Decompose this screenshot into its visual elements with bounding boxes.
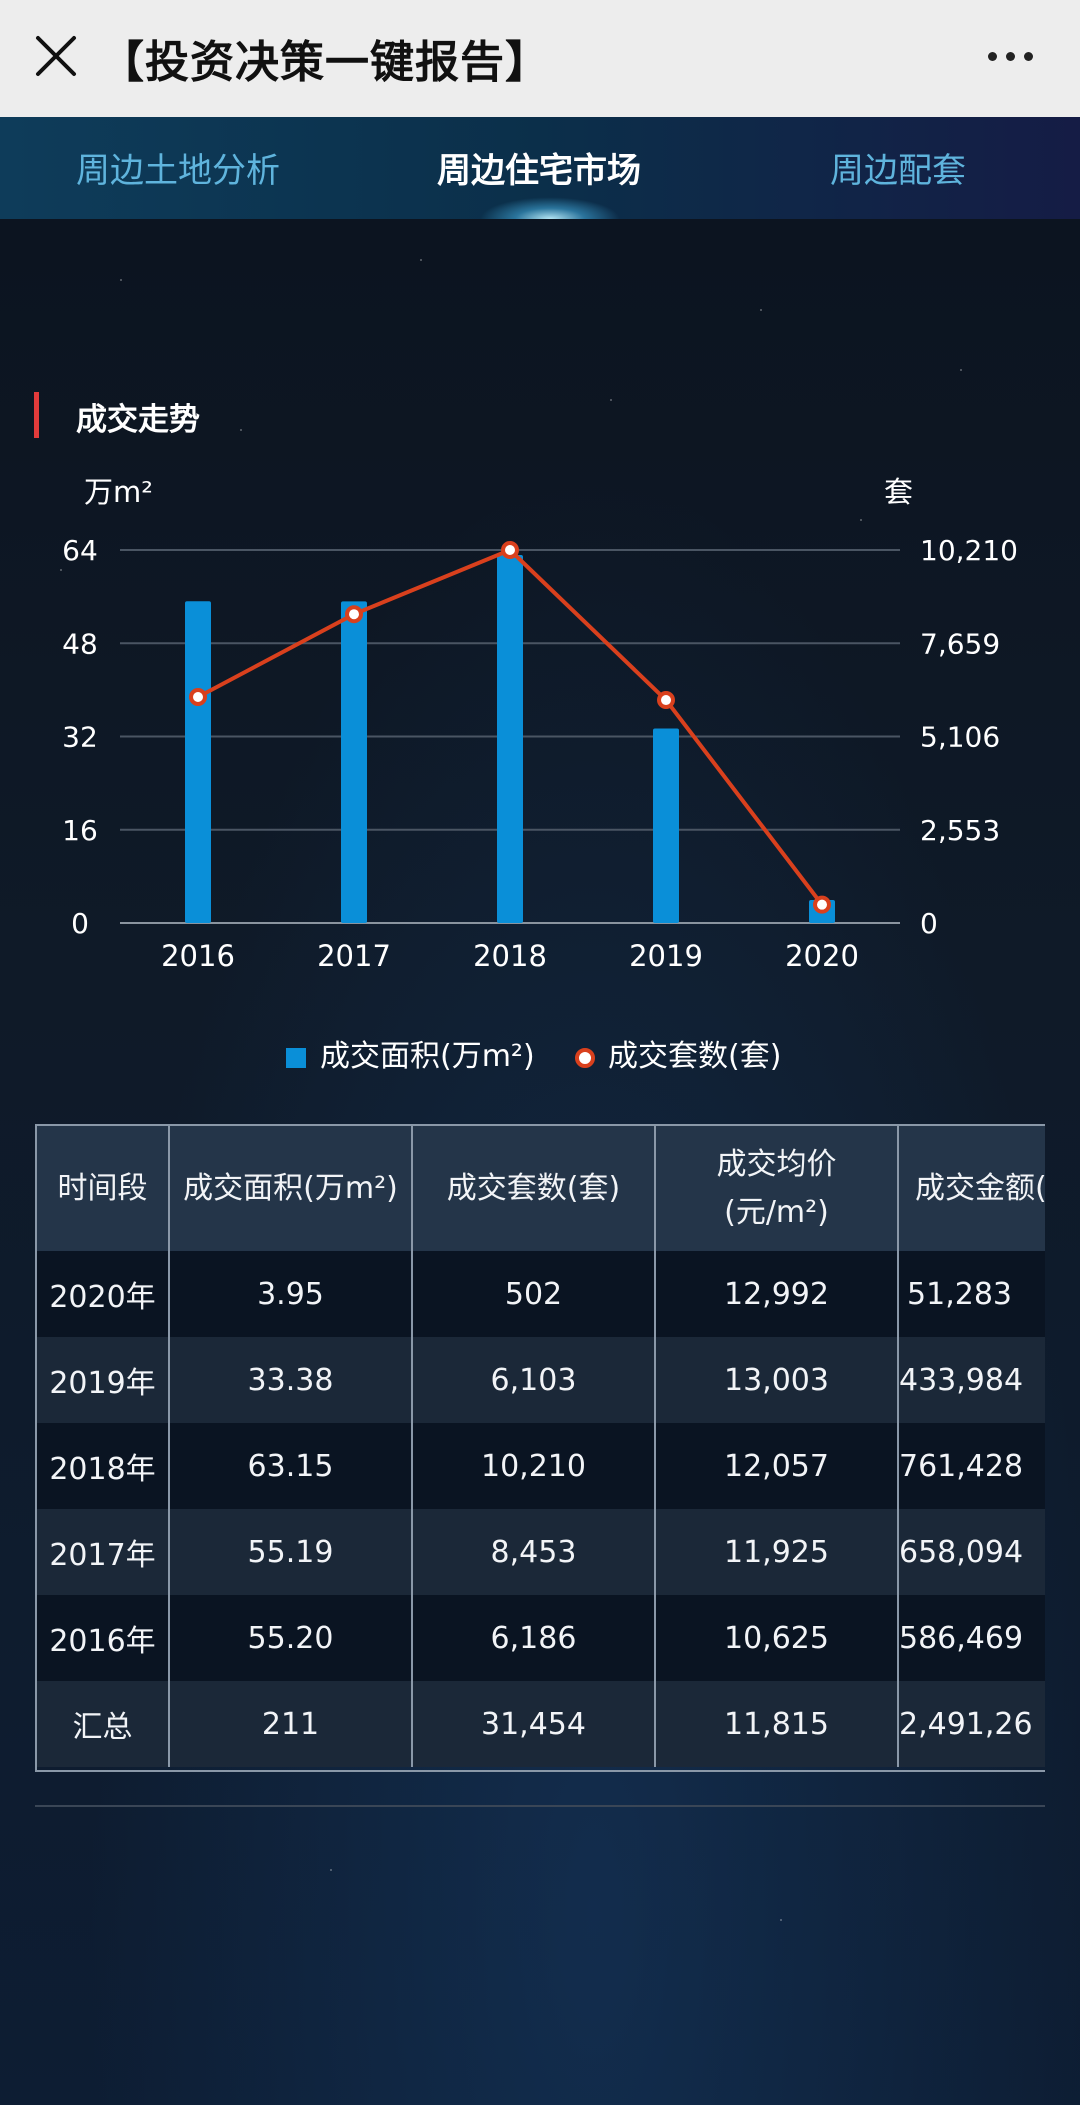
table-cell: 761,428 bbox=[898, 1423, 1045, 1509]
table-cell: 3.95 bbox=[169, 1251, 413, 1337]
table-header-row: 时间段 成交面积(万m²) 成交套数(套) 成交均价 (元/m²) 成交金额( bbox=[37, 1126, 1045, 1251]
section-accent-bar bbox=[34, 392, 39, 438]
bar bbox=[653, 728, 679, 923]
table-cell: 33.38 bbox=[169, 1337, 413, 1423]
table-cell: 11,925 bbox=[655, 1509, 899, 1595]
left-axis-unit: 万m² bbox=[84, 475, 153, 509]
table-cell: 8,453 bbox=[412, 1509, 656, 1595]
divider bbox=[35, 1805, 1045, 1807]
x-tick-label: 2017 bbox=[317, 939, 391, 973]
table-cell: 13,003 bbox=[655, 1337, 899, 1423]
table-row: 2019年 33.38 6,103 13,003 433,984 bbox=[37, 1337, 1045, 1423]
left-tick-label: 32 bbox=[62, 721, 98, 754]
bar bbox=[341, 601, 367, 923]
line-point bbox=[189, 688, 207, 707]
table-cell: 211 bbox=[169, 1681, 413, 1767]
transaction-table: 时间段 成交面积(万m²) 成交套数(套) 成交均价 (元/m²) 成交金额( … bbox=[35, 1124, 1045, 1772]
legend-count-marker bbox=[575, 1048, 595, 1068]
more-icon[interactable] bbox=[980, 30, 1040, 80]
legend-area-label: 成交面积(万m²) bbox=[320, 1039, 535, 1074]
x-tick-label: 2016 bbox=[161, 939, 235, 973]
right-axis-unit: 套 bbox=[884, 475, 913, 509]
table-cell: 2020年 bbox=[37, 1251, 170, 1337]
right-tick-label: 0 bbox=[920, 907, 938, 940]
tab-facilities[interactable]: 周边配套 bbox=[830, 151, 966, 191]
right-tick-label: 7,659 bbox=[920, 627, 1000, 660]
table-cell: 10,625 bbox=[655, 1595, 899, 1681]
left-tick-label: 16 bbox=[62, 814, 98, 847]
close-icon[interactable] bbox=[28, 28, 84, 84]
table-row: 2020年 3.95 502 12,992 51,283 bbox=[37, 1251, 1045, 1337]
table-cell: 63.15 bbox=[169, 1423, 413, 1509]
top-app-bar: 【投资决策一键报告】 bbox=[0, 0, 1080, 117]
table-cell: 2018年 bbox=[37, 1423, 170, 1509]
table-cell: 55.20 bbox=[169, 1595, 413, 1681]
line-point bbox=[813, 895, 831, 914]
x-tick-label: 2019 bbox=[629, 939, 703, 973]
table-cell: 502 bbox=[412, 1251, 656, 1337]
transaction-trend-chart: 万m² 套 0 16 32 48 64 0 2,553 5,106 7,659 10,210 2… bbox=[62, 475, 1018, 1074]
line-point bbox=[345, 605, 363, 624]
x-tick-label: 2018 bbox=[473, 939, 547, 973]
bar bbox=[497, 554, 523, 923]
tab-bar: 周边土地分析 周边住宅市场 周边配套 bbox=[0, 117, 1080, 219]
right-tick-label: 5,106 bbox=[920, 721, 1000, 754]
table-cell: 10,210 bbox=[412, 1423, 656, 1509]
header-count: 成交套数(套) bbox=[412, 1126, 656, 1251]
page-title: 【投资决策一键报告】 bbox=[100, 37, 550, 88]
table-row: 汇总 211 31,454 11,815 2,491,26 bbox=[37, 1681, 1045, 1767]
table-cell: 12,057 bbox=[655, 1423, 899, 1509]
tab-residential-market[interactable]: 周边住宅市场 bbox=[437, 151, 641, 191]
bar bbox=[185, 601, 211, 923]
table-cell: 2017年 bbox=[37, 1509, 170, 1595]
header-area: 成交面积(万m²) bbox=[169, 1126, 413, 1251]
table-cell: 11,815 bbox=[655, 1681, 899, 1767]
table-cell: 586,469 bbox=[898, 1595, 1045, 1681]
header-period: 时间段 bbox=[37, 1126, 170, 1251]
table-row: 2018年 63.15 10,210 12,057 761,428 bbox=[37, 1423, 1045, 1509]
table-cell: 6,186 bbox=[412, 1595, 656, 1681]
table-cell: 6,103 bbox=[412, 1337, 656, 1423]
table-cell: 汇总 bbox=[37, 1681, 170, 1767]
table-cell: 31,454 bbox=[412, 1681, 656, 1767]
active-tab-indicator bbox=[480, 197, 620, 219]
table-row: 2017年 55.19 8,453 11,925 658,094 bbox=[37, 1509, 1045, 1595]
table-cell: 2019年 bbox=[37, 1337, 170, 1423]
table-cell: 433,984 bbox=[898, 1337, 1045, 1423]
legend-area-swatch bbox=[286, 1048, 306, 1068]
right-tick-label: 2,553 bbox=[920, 814, 1000, 847]
table-cell: 55.19 bbox=[169, 1509, 413, 1595]
x-tick-label: 2020 bbox=[785, 939, 859, 973]
table-cell: 12,992 bbox=[655, 1251, 899, 1337]
line-point bbox=[501, 541, 519, 559]
tab-land-analysis[interactable]: 周边土地分析 bbox=[76, 151, 280, 191]
line-point bbox=[657, 691, 675, 710]
header-avg-price: 成交均价 (元/m²) bbox=[655, 1126, 899, 1251]
left-tick-label: 0 bbox=[71, 907, 89, 940]
left-tick-label: 64 bbox=[62, 534, 98, 567]
legend-count-label: 成交套数(套) bbox=[608, 1039, 781, 1074]
table-cell: 2,491,26 bbox=[898, 1681, 1045, 1767]
header-amount: 成交金额( bbox=[898, 1126, 1045, 1251]
table-cell: 2016年 bbox=[37, 1595, 170, 1681]
right-tick-label: 10,210 bbox=[920, 534, 1018, 567]
table-row: 2016年 55.20 6,186 10,625 586,469 bbox=[37, 1595, 1045, 1681]
table-cell: 51,283 bbox=[898, 1251, 1045, 1337]
left-tick-label: 48 bbox=[62, 627, 98, 660]
section-title: 成交走势 bbox=[76, 402, 200, 438]
table-cell: 658,094 bbox=[898, 1509, 1045, 1595]
